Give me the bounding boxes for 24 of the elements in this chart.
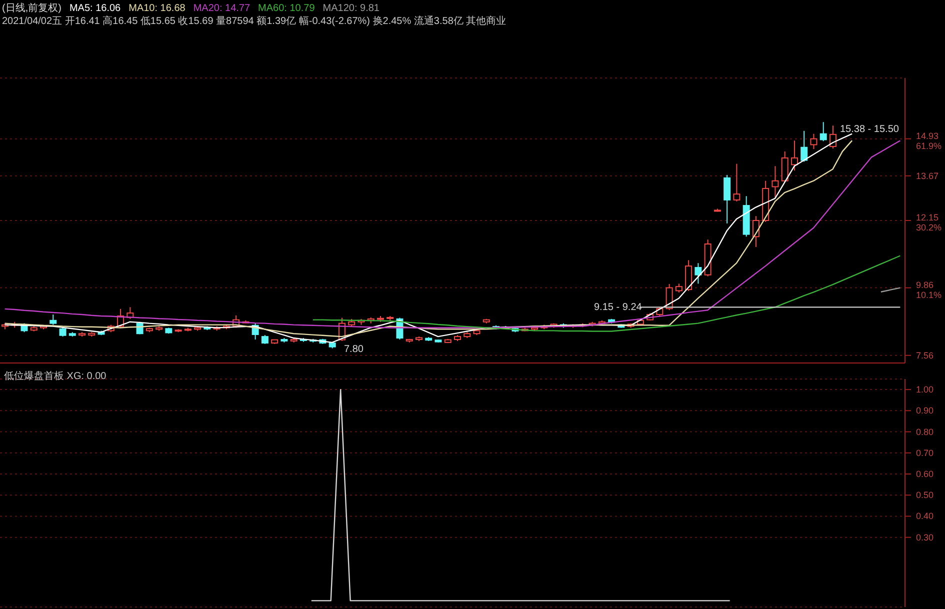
y-tick-label: 13.67	[916, 170, 939, 181]
annotation: 15.38 - 15.50	[840, 124, 899, 135]
text: MA20: 14.77	[193, 3, 250, 14]
y-tick-label: 9.86 10.1%	[916, 280, 942, 300]
y-tick-label: 0.60	[916, 469, 934, 479]
y-tick-label: 0.90	[916, 406, 934, 416]
y-tick-label: 0.30	[916, 532, 934, 542]
y-tick-label: 14.93 61.9%	[916, 130, 942, 151]
y-tick-label: 1.00	[916, 384, 934, 395]
text: MA5: 16.06	[69, 3, 121, 14]
text: 2021/04/02五 开16.41 高16.45 低15.65 收15.69 量87594 额1.39亿 幅-0.43(-2.67%) 换2.45% 流通3.58亿 其他商业	[2, 15, 506, 28]
y-tick-label: 0.40	[916, 511, 934, 522]
y-tick-label: 0.70	[916, 448, 934, 458]
annotation: 7.80	[344, 344, 364, 355]
annotation: 9.15 - 9.24	[594, 302, 642, 313]
y-tick-label: 7.56	[916, 350, 934, 360]
text: MA10: 16.68	[128, 3, 186, 14]
y-tick-label: 12.15 30.2%	[916, 212, 942, 232]
text: MA60: 10.79	[258, 3, 315, 14]
chart-title: 低位爆盘首板 XG: 0.00	[4, 370, 106, 383]
text: MA120: 9.81	[322, 3, 380, 14]
y-tick-label: 0.50	[916, 490, 934, 500]
chart-title: (日线,前复权)	[2, 3, 62, 14]
y-tick-label: 0.80	[916, 426, 934, 437]
